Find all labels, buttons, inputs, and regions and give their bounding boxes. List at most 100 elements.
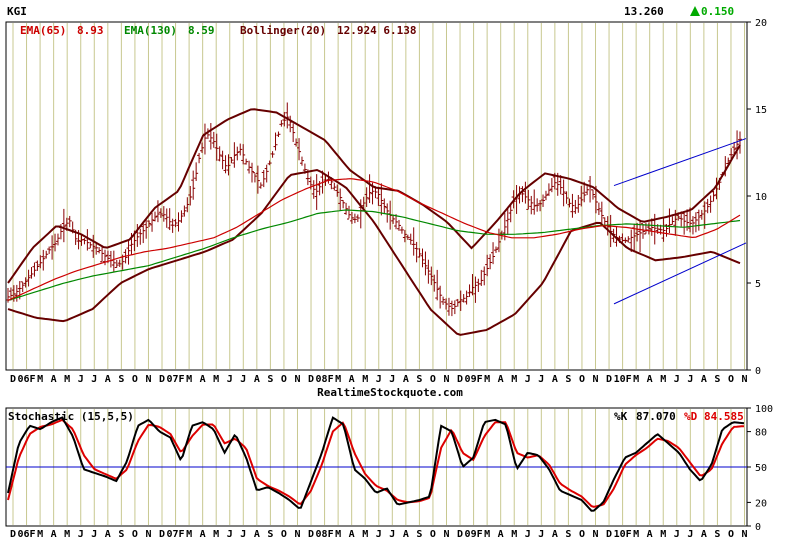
stochastic-d-label: %D — [684, 410, 698, 423]
stochastic-title: Stochastic (15,5,5) — [8, 410, 134, 423]
up-arrow-icon — [690, 6, 700, 16]
main-x-tick-label: 07F — [167, 374, 185, 385]
main-x-tick-label: J — [674, 374, 680, 385]
stochastic-x-tick-label: M — [186, 529, 192, 540]
main-x-tick-label: M — [186, 374, 192, 385]
main-x-tick-label: A — [701, 374, 707, 385]
main-x-tick-label: M — [213, 374, 219, 385]
main-x-tick-label: D — [159, 374, 165, 385]
main-x-tick-label: J — [538, 374, 544, 385]
stochastic-x-tick-label: 10F — [614, 529, 632, 540]
stochastic-x-tick-label: 09F — [465, 529, 483, 540]
main-y-tick-label: 10 — [755, 192, 767, 203]
watermark-text: RealtimeStockquote.com — [317, 386, 463, 399]
main-x-tick-label: A — [105, 374, 111, 385]
main-y-tick-label: 0 — [755, 366, 761, 377]
stochastic-x-tick-label: A — [403, 529, 409, 540]
last-price: 13.260 — [624, 5, 664, 18]
stochastic-x-tick-label: J — [538, 529, 544, 540]
stochastic-x-tick-label: S — [565, 529, 571, 540]
stochastic-y-tick-label: 50 — [755, 463, 767, 474]
main-x-tick-label: A — [254, 374, 260, 385]
stochastic-x-tick-label: O — [430, 529, 436, 540]
main-x-tick-label: D — [606, 374, 612, 385]
ema65-legend-value: 8.93 — [77, 24, 104, 37]
main-x-tick-label: A — [51, 374, 57, 385]
main-x-tick-label: M — [660, 374, 666, 385]
stochastic-x-tick-label: A — [254, 529, 260, 540]
stochastic-x-tick-label: D — [10, 529, 16, 540]
main-x-tick-label: S — [118, 374, 124, 385]
main-x-tick-label: J — [91, 374, 97, 385]
main-x-tick-label: D — [457, 374, 463, 385]
main-x-tick-label: N — [443, 374, 449, 385]
stochastic-d-value: 84.585 — [704, 410, 744, 423]
stochastic-x-tick-label: N — [592, 529, 598, 540]
main-x-tick-label: J — [240, 374, 246, 385]
main-x-tick-label: N — [742, 374, 748, 385]
stochastic-x-tick-label: A — [51, 529, 57, 540]
stochastic-x-tick-label: M — [213, 529, 219, 540]
main-x-tick-label: O — [728, 374, 734, 385]
stochastic-x-tick-label: D — [308, 529, 314, 540]
main-x-tick-label: M — [511, 374, 517, 385]
stochastic-x-tick-label: 07F — [167, 529, 185, 540]
stochastic-x-tick-label: J — [687, 529, 693, 540]
stochastic-x-tick-label: D — [457, 529, 463, 540]
stochastic-y-tick-label: 20 — [755, 498, 767, 509]
stochastic-x-tick-label: J — [674, 529, 680, 540]
stochastic-x-tick-label: S — [714, 529, 720, 540]
stochastic-x-tick-label: A — [552, 529, 558, 540]
trend-channel-upper — [613, 138, 747, 187]
main-x-tick-label: D — [10, 374, 16, 385]
main-x-tick-label: J — [376, 374, 382, 385]
ema130-legend-value: 8.59 — [188, 24, 215, 37]
stochastic-x-tick-label: O — [281, 529, 287, 540]
bollinger-lower-line — [7, 168, 741, 336]
stochastic-x-tick-label: N — [443, 529, 449, 540]
stochastic-y-tick-label: 0 — [755, 522, 761, 533]
stochastic-x-tick-label: D — [606, 529, 612, 540]
main-x-tick-label: M — [484, 374, 490, 385]
stochastic-x-tick-label: S — [267, 529, 273, 540]
main-x-tick-label: J — [227, 374, 233, 385]
main-x-tick-label: 09F — [465, 374, 483, 385]
main-panel-frame — [5, 21, 748, 371]
stochastic-y-tick-label: 80 — [755, 428, 767, 439]
stochastic-x-tick-label: M — [37, 529, 43, 540]
stochastic-x-tick-label: J — [376, 529, 382, 540]
main-x-tick-label: M — [362, 374, 368, 385]
stochastic-x-tick-label: J — [389, 529, 395, 540]
stochastic-x-tick-label: M — [484, 529, 490, 540]
main-x-tick-label: N — [592, 374, 598, 385]
stochastic-x-tick-label: A — [200, 529, 206, 540]
main-y-tick-label: 15 — [755, 105, 767, 116]
stochastic-x-tick-label: S — [416, 529, 422, 540]
main-x-tick-label: M — [64, 374, 70, 385]
stochastic-x-tick-label: M — [335, 529, 341, 540]
stochastic-x-tick-label: J — [525, 529, 531, 540]
ema65-line — [7, 178, 741, 301]
stochastic-x-tick-label: N — [742, 529, 748, 540]
stochastic-x-tick-label: A — [498, 529, 504, 540]
main-x-tick-label: J — [525, 374, 531, 385]
main-x-tick-label: J — [687, 374, 693, 385]
stochastic-x-tick-label: D — [159, 529, 165, 540]
main-x-tick-label: O — [132, 374, 138, 385]
stochastic-x-tick-label: M — [660, 529, 666, 540]
main-x-tick-label: A — [349, 374, 355, 385]
main-x-tick-label: A — [647, 374, 653, 385]
main-x-tick-label: A — [200, 374, 206, 385]
main-x-tick-label: S — [416, 374, 422, 385]
bollinger-legend-value: 12.924 6.138 — [337, 24, 416, 37]
stochastic-x-tick-label: O — [579, 529, 585, 540]
main-x-tick-label: A — [552, 374, 558, 385]
stochastic-x-tick-label: 06F — [18, 529, 36, 540]
stochastic-k-line — [7, 416, 745, 512]
stochastic-x-tick-label: M — [362, 529, 368, 540]
stochastic-d-line — [7, 418, 745, 508]
main-x-tick-label: A — [498, 374, 504, 385]
stochastic-y-tick-label: 100 — [755, 404, 773, 415]
main-x-tick-label: M — [37, 374, 43, 385]
